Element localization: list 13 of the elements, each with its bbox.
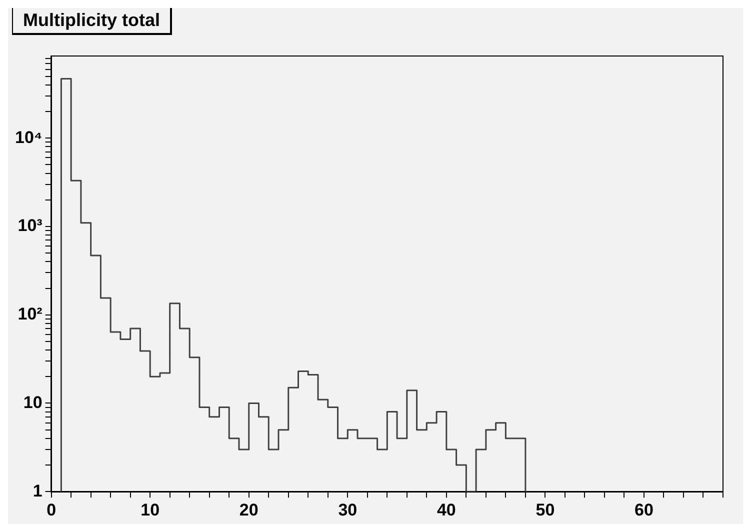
x-tick-label: 40: [436, 500, 456, 520]
x-tick-label: 10: [140, 500, 160, 520]
y-tick-label: 10⁴: [14, 128, 42, 147]
y-tick-label: 10: [23, 392, 42, 412]
x-tick-label: 30: [338, 500, 358, 520]
x-tick-label: 50: [536, 500, 555, 520]
x-tick-label: 60: [634, 500, 654, 520]
x-tick-label: 0: [46, 500, 56, 520]
y-tick-label: 1: [32, 481, 42, 500]
y-tick-label: 10²: [18, 304, 43, 324]
x-tick-label: 20: [239, 500, 258, 520]
y-tick-label: 10³: [18, 216, 43, 236]
chart-title: Multiplicity total: [12, 8, 172, 35]
